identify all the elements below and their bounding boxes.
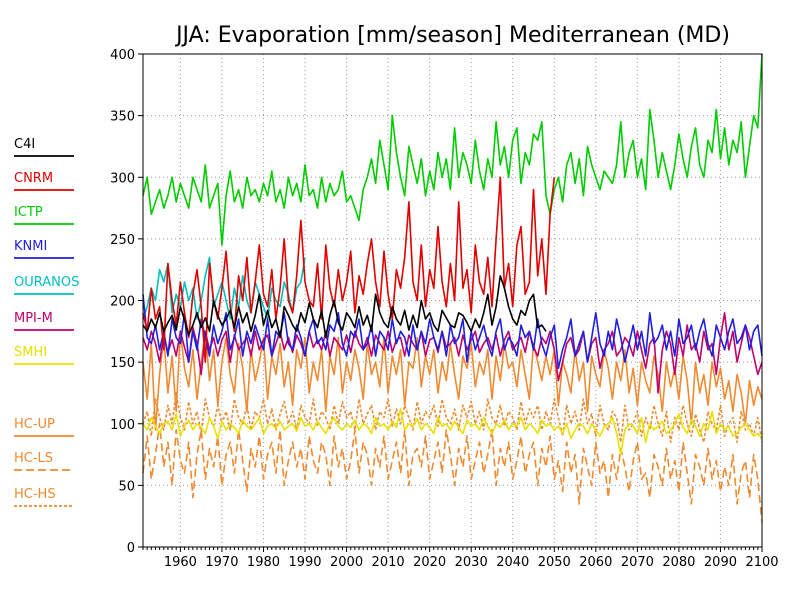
legend-label-hc-ls: HC-LS <box>14 451 53 466</box>
axes: 1960 1970 1980 1990 2000 2010 2020 2030 2040 2050… <box>110 48 778 570</box>
x-tick-label: 1990 <box>288 555 321 570</box>
y-tick-label: 400 <box>110 48 135 63</box>
y-tick-label: 300 <box>110 171 135 186</box>
series-line-hc-ls <box>142 422 763 523</box>
series-line-smhi <box>142 408 763 456</box>
x-tick-label: 2050 <box>538 555 571 570</box>
legend-label-c4i: C4I <box>14 137 35 152</box>
y-tick-label: 100 <box>110 418 135 433</box>
x-tick-label: 2090 <box>704 555 737 570</box>
x-tick-label: 2070 <box>621 555 654 570</box>
x-tick-label: 2000 <box>330 555 363 570</box>
x-tick-label: 1970 <box>205 555 238 570</box>
legend: C4I CNRM ICTP KNMI OURANOS MPI-M SMHI HC-UP HC-L… <box>14 137 79 507</box>
series-group <box>142 53 763 523</box>
series-line-c4i <box>142 274 547 339</box>
y-tick-label: 50 <box>118 479 135 494</box>
legend-label-ictp: ICTP <box>14 205 43 220</box>
x-tick-label: 2100 <box>745 555 778 570</box>
x-tick-label: 2030 <box>455 555 488 570</box>
x-tick-label: 2020 <box>413 555 446 570</box>
legend-label-hc-up: HC-UP <box>14 417 55 432</box>
y-tick-label: 350 <box>110 110 135 125</box>
series-line-hc-hs <box>142 392 763 444</box>
legend-label-smhi: SMHI <box>14 345 47 360</box>
y-tick-label: 150 <box>110 356 135 371</box>
x-tick-label: 1980 <box>247 555 280 570</box>
x-tick-label: 1960 <box>164 555 197 570</box>
legend-label-ouranos: OURANOS <box>14 275 79 290</box>
chart-title: JJA: Evaporation [mm/season] Mediterrane… <box>174 23 730 48</box>
legend-label-mpi-m: MPI-M <box>14 311 53 326</box>
x-tick-label: 2040 <box>496 555 529 570</box>
y-tick-label: 250 <box>110 233 135 248</box>
legend-label-hc-hs: HC-HS <box>14 487 56 502</box>
legend-label-cnrm: CNRM <box>14 171 53 186</box>
series-line-hc-up <box>142 330 763 431</box>
y-tick-label: 200 <box>110 295 135 310</box>
series-line-knmi <box>142 294 763 370</box>
series-line-ictp <box>142 53 763 246</box>
y-tick-label: 0 <box>127 541 135 556</box>
series-line-cnrm <box>142 176 556 363</box>
x-tick-label: 2060 <box>579 555 612 570</box>
legend-label-knmi: KNMI <box>14 239 47 254</box>
x-tick-label: 2080 <box>662 555 695 570</box>
x-tick-label: 2010 <box>372 555 405 570</box>
